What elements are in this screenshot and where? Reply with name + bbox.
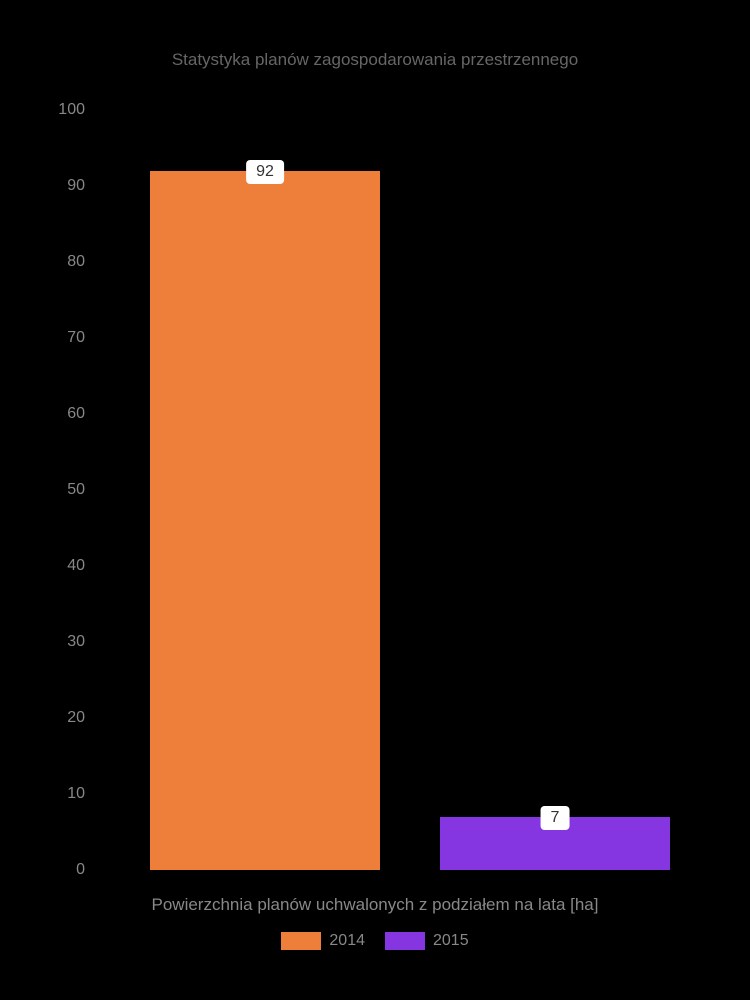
y-tick-label: 20 (67, 709, 85, 727)
legend-item: 2015 (385, 932, 469, 950)
legend-item: 2014 (281, 932, 365, 950)
legend: 2014 2015 (0, 932, 750, 950)
plot-area: 0102030405060708090100927 (100, 110, 680, 870)
y-tick-label: 70 (67, 329, 85, 347)
x-axis-label: Powierzchnia planów uchwalonych z podzia… (0, 895, 750, 915)
chart-title: Statystyka planów zagospodarowania przes… (0, 0, 750, 70)
bar (150, 171, 380, 870)
y-tick-label: 90 (67, 177, 85, 195)
bar-value-label: 92 (246, 160, 284, 184)
legend-swatch (385, 932, 425, 950)
y-tick-label: 100 (58, 101, 85, 119)
legend-label: 2014 (329, 932, 365, 950)
y-tick-label: 80 (67, 253, 85, 271)
y-tick-label: 0 (76, 861, 85, 879)
y-tick-label: 40 (67, 557, 85, 575)
y-tick-label: 50 (67, 481, 85, 499)
legend-swatch (281, 932, 321, 950)
bar-value-label: 7 (541, 806, 570, 830)
y-tick-label: 30 (67, 633, 85, 651)
y-tick-label: 10 (67, 785, 85, 803)
legend-label: 2015 (433, 932, 469, 950)
y-tick-label: 60 (67, 405, 85, 423)
chart-container: Statystyka planów zagospodarowania przes… (0, 0, 750, 1000)
